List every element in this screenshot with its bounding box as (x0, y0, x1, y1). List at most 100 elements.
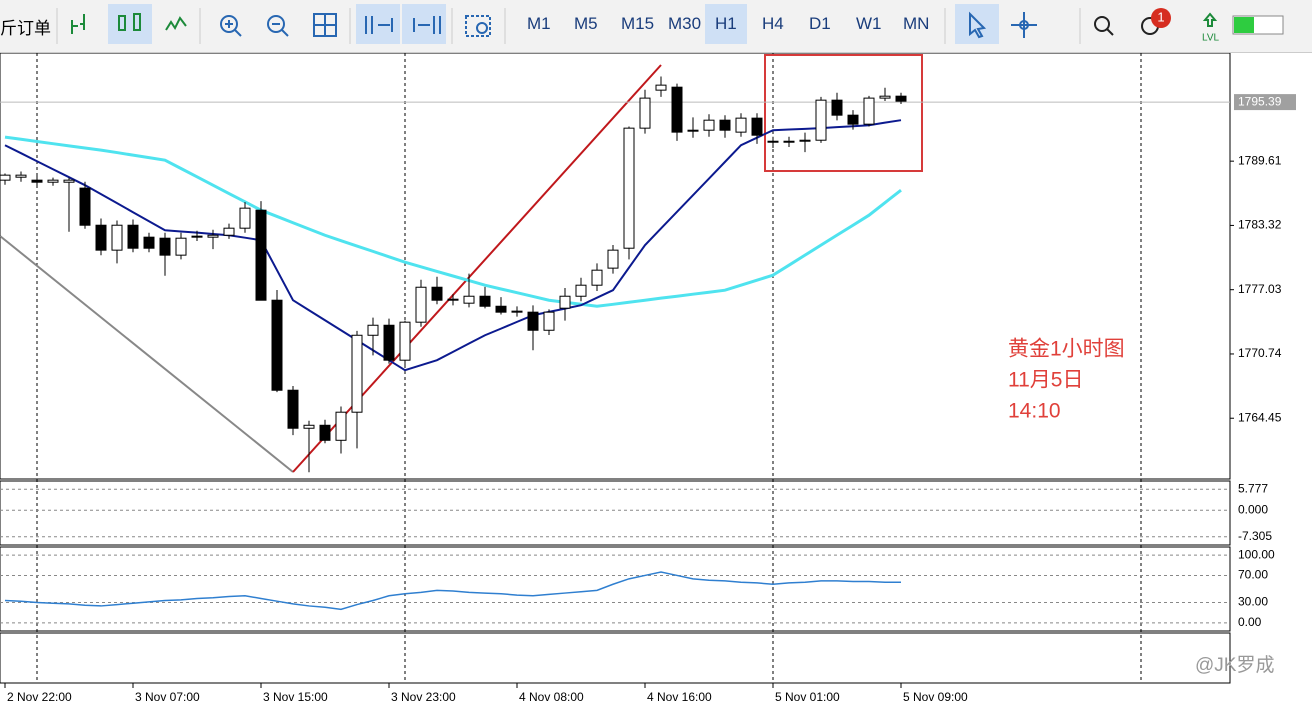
timeframe-button[interactable]: H4 (762, 14, 784, 33)
x-tick-label: 3 Nov 15:00 (263, 690, 328, 704)
moving-average (4, 119, 902, 372)
candle-body (239, 207, 251, 229)
candle-body (63, 179, 75, 183)
y-tick-label: 1789.61 (1238, 153, 1282, 167)
candle-body (431, 286, 443, 301)
highlight-box (764, 54, 923, 172)
candle-body (335, 411, 347, 441)
toolbar: 斤订单 1 LVL M1 M5 M15 M30 H1 H4 D1 W1 MN (0, 0, 1312, 53)
candle-body (591, 269, 603, 286)
new-order[interactable]: 斤订单 (0, 19, 51, 38)
candle-body (319, 424, 331, 441)
candle-body (95, 224, 107, 251)
candle-body (255, 209, 267, 301)
toolbar-icons: 1 LVL (56, 4, 1284, 44)
badge-count: 1 (1157, 9, 1164, 24)
candle-body (831, 99, 843, 116)
candle-body (175, 237, 187, 256)
x-tick-label: 3 Nov 07:00 (135, 690, 200, 704)
candle-body (687, 129, 699, 132)
x-tick-label: 4 Nov 08:00 (519, 690, 584, 704)
candle-body (751, 117, 763, 136)
candle-body (511, 310, 523, 313)
candle-body (415, 286, 427, 323)
y-tick-label: 0.00 (1238, 615, 1262, 629)
candle-body (863, 97, 875, 125)
y-tick-label: 1777.03 (1238, 282, 1282, 296)
candle-body (271, 299, 283, 391)
candle-body (655, 84, 667, 91)
candle-body (799, 139, 811, 142)
candle-body (495, 305, 507, 313)
candle-body (367, 324, 379, 336)
candle-body (895, 95, 907, 102)
timeframe-button[interactable]: D1 (809, 14, 831, 33)
candle-body (159, 237, 171, 256)
y-tick-label: 1783.32 (1238, 218, 1282, 232)
timeframe-button[interactable]: M5 (574, 14, 598, 33)
candle-body (479, 295, 491, 307)
timeframe-button[interactable]: M1 (527, 14, 551, 33)
candle-body (767, 140, 779, 143)
trend-line (0, 235, 294, 473)
badge (1151, 8, 1171, 28)
candle-body (559, 295, 571, 309)
annotation: 黄金1小时图 11月5日 14:10 (1008, 338, 1125, 423)
watermark: @JK罗成 (1195, 654, 1274, 676)
candle-body (111, 224, 123, 251)
candle-body (191, 235, 203, 238)
candle-body (15, 174, 27, 178)
timeframe-button[interactable]: M15 (621, 14, 655, 33)
candle-body (383, 324, 395, 361)
x-tick-label: 4 Nov 16:00 (647, 690, 712, 704)
candle-body (79, 187, 91, 226)
moving-average (4, 135, 902, 308)
annotation-line: 黄金1小时图 (1008, 338, 1125, 361)
candle-body (303, 424, 315, 429)
candle-body (127, 224, 139, 249)
candle-body (639, 97, 651, 129)
candle-body (879, 95, 891, 99)
x-tick-label: 5 Nov 01:00 (775, 690, 840, 704)
candle-body (47, 179, 59, 183)
x-tick-label: 3 Nov 23:00 (391, 690, 456, 704)
x-tick-label: 2 Nov 22:00 (7, 690, 72, 704)
candle-body (623, 127, 635, 249)
candle-body (719, 119, 731, 131)
y-tick-label: 1770.74 (1238, 346, 1282, 360)
candle-body (847, 114, 859, 125)
timeframe-button[interactable]: W1 (856, 14, 882, 33)
last-price-box (1234, 94, 1296, 111)
candle-body (543, 311, 555, 331)
candle-body (143, 236, 155, 249)
y-tick-label: 70.00 (1238, 568, 1268, 582)
y-tick-label: 1764.45 (1238, 410, 1282, 424)
y-tick-label: 0.000 (1238, 502, 1268, 516)
candle-body (223, 227, 235, 236)
y-tick-label: 30.00 (1238, 595, 1268, 609)
trend-line (292, 64, 662, 473)
last-price-label: 1795.39 (1238, 94, 1282, 108)
timeframe-button[interactable]: MN (903, 14, 930, 33)
lvl-label[interactable]: LVL (1202, 33, 1219, 44)
candle-body (0, 174, 11, 181)
candle-body (463, 295, 475, 304)
annotation-line: 11月5日 (1008, 369, 1083, 392)
vertical-grid (36, 53, 1142, 683)
candle-body (735, 117, 747, 133)
candle-body (447, 298, 459, 301)
annotation-line: 14:10 (1008, 400, 1061, 423)
candle-body (351, 334, 363, 413)
timeframe-button[interactable]: M30 (668, 14, 702, 33)
candle-body (671, 86, 683, 133)
candle-body (703, 119, 715, 131)
candle-body (575, 284, 587, 297)
candle-body (527, 311, 539, 331)
x-tick-label: 5 Nov 09:00 (903, 690, 968, 704)
candle-body (783, 140, 795, 143)
timeframe-button[interactable]: H1 (705, 4, 747, 44)
candle-body (815, 99, 827, 141)
y-tick-label: 5.777 (1238, 481, 1268, 495)
